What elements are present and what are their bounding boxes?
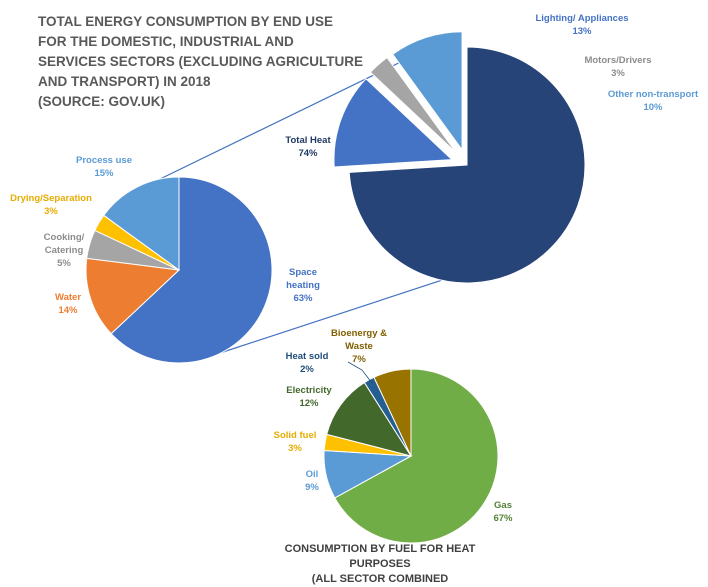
bottom-chart-caption: CONSUMPTION BY FUEL FOR HEAT PURPOSES (A… xyxy=(284,543,476,585)
pie-slice-lighting-appliances xyxy=(333,78,454,168)
chart-title: TOTAL ENERGY CONSUMPTION BY END USE FOR … xyxy=(38,14,364,109)
pie-slice-space-heating xyxy=(110,176,273,364)
slice-label-process-use: Process use 15% xyxy=(76,155,132,179)
pie-slice-electricity xyxy=(326,381,413,457)
pie-slice-total-heat xyxy=(348,46,586,284)
pie-slice-gas xyxy=(334,368,499,544)
pie-chart-3: Gas 67% Oil 9% Solid fuel 3% Electricity 12% Hea… xyxy=(274,328,513,544)
slice-label-total-heat: Total Heat 74% xyxy=(285,135,331,159)
slice-label-bioenergy-waste: Bioenergy & Waste 7% xyxy=(331,328,387,365)
slice-label-cooking-catering: Cooking/Catering 5% xyxy=(44,232,85,269)
slice-label-electricity: Electricity 12% xyxy=(286,385,332,409)
slice-label-solid-fuel: Solid fuel 3% xyxy=(274,430,317,454)
pie-slice-water xyxy=(85,257,181,335)
pie-slice-other-non-transport xyxy=(391,31,463,152)
slice-label-motors-drivers: Motors/Drivers 3% xyxy=(584,55,651,79)
slice-label-gas: Gas 67% xyxy=(493,500,513,524)
slice-label-lighting-appliances: Lighting/ Appliances 13% xyxy=(535,13,628,37)
slice-label-other-non-transport: Other non-transport 10% xyxy=(608,89,699,113)
slice-label-heat-sold: Heat sold 2% xyxy=(286,351,329,375)
slice-label-oil: Oil 9% xyxy=(305,469,319,493)
slice-label-drying-separation: Drying/Separation 3% xyxy=(10,193,92,217)
pie-slice-motors-drivers xyxy=(369,56,457,154)
heat-sold-leader-line xyxy=(347,361,373,384)
pie-slice-bioenergy-waste xyxy=(373,368,412,457)
slice-label-space-heating: Space heating 63% xyxy=(286,267,320,304)
pie-chart-1: Total Heat 74% Lighting/ Appliances 13% Moto… xyxy=(285,13,699,284)
connector-line-top xyxy=(157,55,414,181)
pie-slice-process-use xyxy=(103,176,180,271)
slice-label-water: Water 14% xyxy=(55,292,81,316)
pie-chart-2: Space heating 63% Water 14% Cooking/Catering 5… xyxy=(10,155,320,364)
